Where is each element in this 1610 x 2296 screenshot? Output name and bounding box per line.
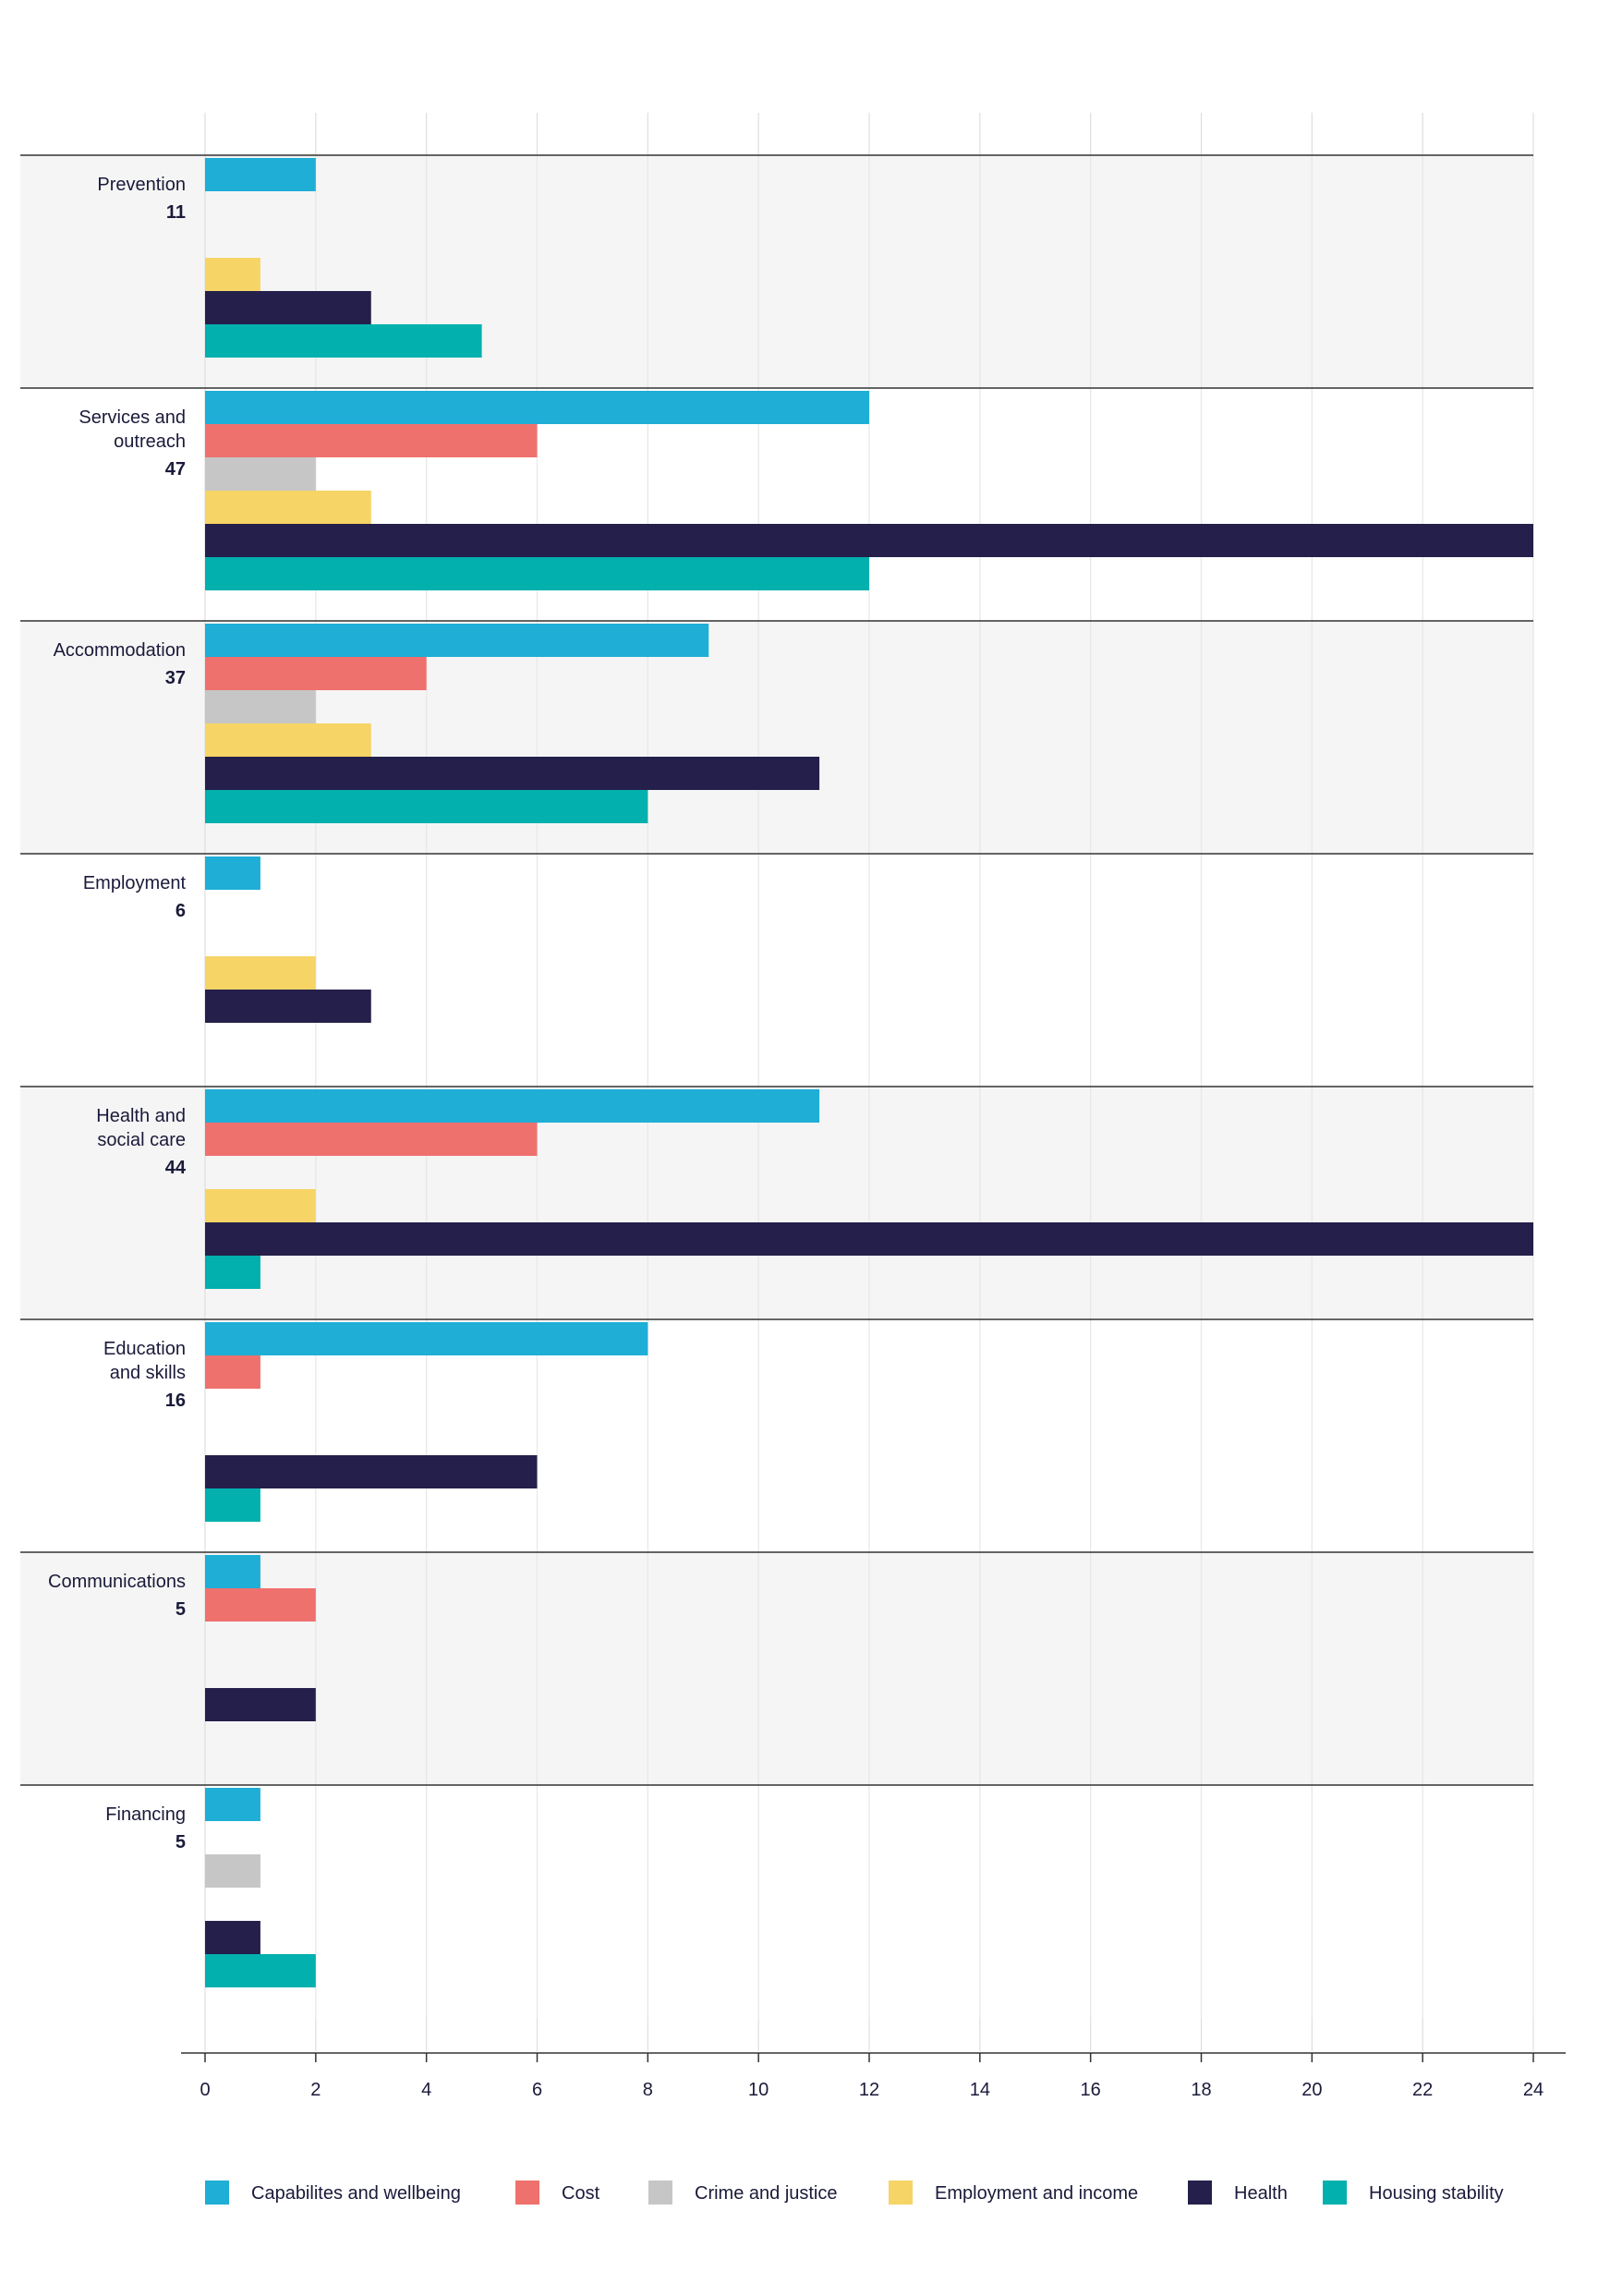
legend-label: Housing stability <box>1369 2183 1504 2204</box>
bar <box>205 1455 538 1488</box>
group-total: 44 <box>165 1158 187 1178</box>
legend-swatch <box>889 2181 913 2205</box>
group-label: Communications <box>48 1572 186 1592</box>
bar <box>205 657 427 690</box>
group-label: Services and <box>79 407 186 428</box>
legend-label: Cost <box>562 2183 600 2204</box>
bar <box>205 291 371 324</box>
bar <box>205 258 260 291</box>
bar <box>205 723 371 757</box>
x-tick-label: 22 <box>1412 2080 1433 2100</box>
bar <box>205 1222 1533 1256</box>
bar <box>205 1355 260 1389</box>
bar <box>205 1921 260 1954</box>
bar <box>205 424 538 457</box>
x-tick-label: 0 <box>200 2080 210 2100</box>
legend-label: Health <box>1234 2183 1288 2204</box>
bar <box>205 1488 260 1522</box>
bar <box>205 624 709 657</box>
bar <box>205 690 316 723</box>
bar <box>205 158 316 191</box>
bar <box>205 457 316 491</box>
group-total: 5 <box>176 1599 186 1620</box>
x-tick-label: 18 <box>1191 2080 1211 2100</box>
bar <box>205 391 869 424</box>
bar <box>205 524 1533 557</box>
bar <box>205 1588 316 1622</box>
bar <box>205 1954 316 1987</box>
bar <box>205 557 869 590</box>
legend-swatch <box>1323 2181 1347 2205</box>
group-label: outreach <box>114 431 186 452</box>
x-tick-label: 6 <box>532 2080 542 2100</box>
legend-swatch <box>515 2181 539 2205</box>
legend-swatch <box>648 2181 672 2205</box>
legend-label: Employment and income <box>935 2183 1138 2204</box>
legend: Capabilites and wellbeing Cost Crime and j… <box>205 2181 1504 2205</box>
bars <box>205 158 1533 1987</box>
group-label: Financing <box>105 1804 186 1825</box>
bar <box>205 1256 260 1289</box>
x-tick-label: 12 <box>859 2080 879 2100</box>
bar <box>205 757 820 790</box>
bar <box>205 1555 260 1588</box>
bar <box>205 790 648 823</box>
group-label: social care <box>97 1130 186 1150</box>
bar <box>205 324 482 358</box>
bar <box>205 1089 820 1123</box>
group-separators <box>20 154 1533 1786</box>
group-total: 16 <box>165 1391 186 1411</box>
x-tick-label: 10 <box>748 2080 769 2100</box>
group-total: 5 <box>176 1832 186 1853</box>
legend-label: Capabilites and wellbeing <box>251 2183 461 2204</box>
legend-label: Crime and justice <box>695 2183 838 2204</box>
x-tick-label: 20 <box>1301 2080 1322 2100</box>
group-label: Employment <box>83 873 187 893</box>
group-label: Education <box>103 1339 186 1359</box>
group-label: Accommodation <box>54 640 186 661</box>
x-tick-label: 4 <box>421 2080 431 2100</box>
group-label: Health and <box>96 1106 186 1126</box>
group-label: Prevention <box>97 175 186 195</box>
bar <box>205 856 260 890</box>
group-total: 47 <box>165 459 186 480</box>
bar <box>205 1322 648 1355</box>
legend-swatch <box>205 2181 229 2205</box>
bar <box>205 990 371 1023</box>
group-total: 37 <box>165 668 186 688</box>
bar <box>205 1788 260 1821</box>
group-labels: Prevention 11 Services and outreach 47 Accomm… <box>48 175 187 1853</box>
legend-swatch <box>1188 2181 1212 2205</box>
bar <box>205 1688 316 1721</box>
group-label: and skills <box>110 1363 186 1383</box>
group-band <box>20 1319 1533 1552</box>
bar <box>205 956 316 990</box>
x-tick-label: 2 <box>310 2080 321 2100</box>
x-tick-label: 24 <box>1523 2080 1543 2100</box>
x-axis: 0 2 4 6 8 10 12 14 16 18 20 22 24 <box>181 2052 1566 2100</box>
bar <box>205 491 371 524</box>
bar <box>205 1123 538 1156</box>
x-tick-label: 16 <box>1081 2080 1101 2100</box>
bar <box>205 1189 316 1222</box>
group-total: 11 <box>166 202 186 223</box>
group-total: 6 <box>176 901 186 921</box>
bar <box>205 1854 260 1888</box>
x-tick-label: 8 <box>643 2080 653 2100</box>
x-tick-label: 14 <box>970 2080 990 2100</box>
